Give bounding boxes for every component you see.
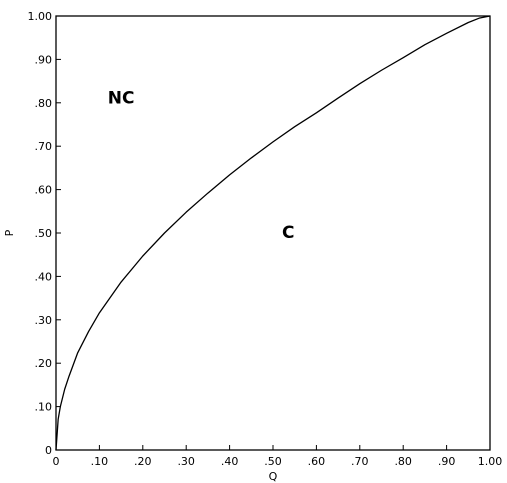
x-tick-label: .20 [134, 455, 152, 468]
region-label-nc: NC [108, 88, 135, 108]
y-tick-label: .20 [35, 357, 53, 370]
region-label-c: C [282, 223, 294, 243]
x-axis-ticks: 0 .10 .20 .30 .40 .50 .60 .70 .80 .90 1.00 [53, 445, 503, 468]
x-axis-label: Q [269, 470, 278, 483]
y-tick-label: 1.00 [28, 10, 53, 23]
series-group [55, 15, 491, 451]
x-tick-label: 0 [53, 455, 60, 468]
y-axis-ticks: 0 .10 .20 .30 .40 .50 .60 .70 .80 .90 1.00 [28, 10, 61, 457]
y-tick-label: .30 [35, 314, 53, 327]
x-tick-label: 1.00 [478, 455, 503, 468]
y-tick-label: .10 [35, 401, 53, 414]
annotations-group: NC C [108, 88, 295, 243]
x-tick-label: .60 [308, 455, 326, 468]
x-tick-label: .90 [438, 455, 456, 468]
y-tick-label: .60 [35, 184, 53, 197]
y-tick-label: 0 [45, 444, 52, 457]
x-tick-label: .30 [177, 455, 195, 468]
x-tick-label: .80 [394, 455, 412, 468]
y-tick-label: .80 [35, 97, 53, 110]
y-tick-label: .40 [35, 270, 53, 283]
y-tick-label: .50 [35, 227, 53, 240]
x-tick-label: .50 [264, 455, 282, 468]
y-tick-label: .90 [35, 53, 53, 66]
series-line [55, 15, 491, 451]
plot-frame [55, 15, 491, 451]
x-tick-label: .70 [351, 455, 369, 468]
x-tick-label: .10 [91, 455, 109, 468]
x-tick-label: .40 [221, 455, 239, 468]
y-tick-label: .70 [35, 140, 53, 153]
plot-frame-group [55, 15, 491, 451]
y-axis-label: P [3, 229, 16, 236]
